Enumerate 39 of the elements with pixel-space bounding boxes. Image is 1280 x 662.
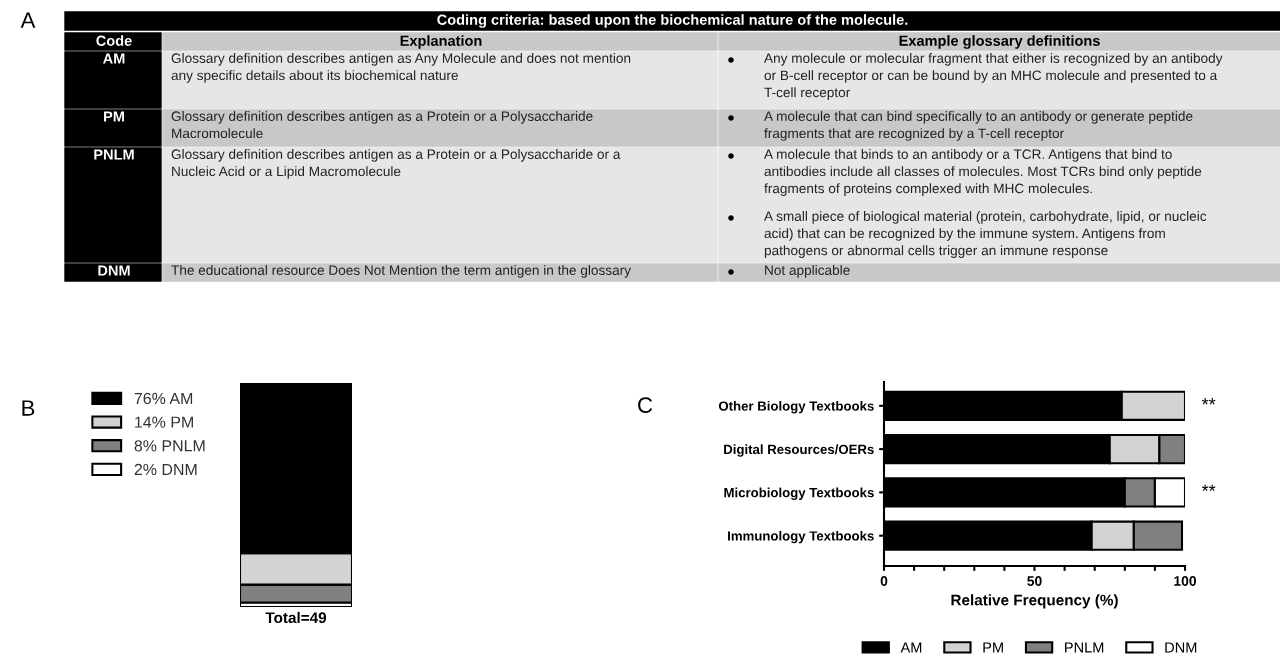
text: Any molecule or molecular fragment that either is recognized by an antibody or B-cell receptor or can be bound by an MHC molecule and presented to a T-cell receptor [764, 53, 1223, 100]
legend-label: PNLM [1065, 642, 1104, 653]
legend-label: PM [983, 642, 1003, 653]
text: PNLM [94, 149, 134, 160]
text: Code [96, 35, 132, 46]
text: A [20, 12, 36, 28]
text: Coding criteria: based upon the biochemical nature of the molecule. [437, 14, 908, 28]
x-tick-label: Total=49 [265, 611, 327, 624]
annotation: ** [1201, 398, 1216, 405]
legend-label: 76% AM [134, 392, 193, 405]
y-tick-label: Microbiology Textbooks [724, 487, 874, 500]
text: Explanation [400, 35, 482, 49]
text: Example glossary definitions [899, 35, 1100, 49]
text: The educational resource Does Not Mention the term antigen in the glossary [171, 265, 631, 278]
legend-label: AM [900, 642, 922, 653]
text: B [22, 400, 35, 416]
legend-label: DNM [1165, 642, 1197, 653]
x-tick-label: 0 [880, 576, 888, 586]
annotation: ** [1201, 484, 1216, 491]
text: C [638, 397, 653, 413]
x-tick-label: 50 [1027, 576, 1042, 586]
x-axis-title: Relative Frequency (%) [951, 594, 1118, 609]
text: DNM [98, 265, 130, 276]
text: Glossary definition describes antigen as a Protein or a Polysaccharide Macromolecule [171, 111, 593, 139]
text: A molecule that can bind specifically to an antibody or generate peptide fragments that are recognized by a T-cell receptor [764, 111, 1193, 141]
text: PM [104, 111, 124, 122]
text: Not applicable [765, 265, 850, 278]
x-tick-label: 100 [1174, 576, 1197, 586]
y-tick-label: Immunology Textbooks [728, 530, 874, 544]
text: A molecule that binds to an antibody or a TCR. Antigens that bind to antibodies include all classes of molecules. Most TCRs bind only peptide fragments of proteins complexed with MHC molecules. [764, 149, 1202, 196]
legend-label: 2% DNM [134, 463, 197, 476]
y-tick-label: Digital Resources/OERs [724, 444, 874, 457]
text: AM [103, 53, 125, 64]
legend-label: 8% PNLM [134, 440, 205, 452]
y-tick-label: Other Biology Textbooks [718, 401, 874, 414]
text: Glossary definition describes antigen as Any Molecule and does not mention any specific details about its biochemical nature [171, 53, 631, 83]
text: A small piece of biological material (protein, carbohydrate, lipid, or nucleic acid) that can be recognized by the immune system. Antigens from pathogens or abnormal cells trigger an immune response [764, 211, 1207, 258]
legend-label: 14% PM [135, 416, 193, 428]
text: Glossary definition describes antigen as a Protein or a Polysaccharide or a Nucleic Acid or a Lipid Macromolecule [171, 149, 621, 179]
